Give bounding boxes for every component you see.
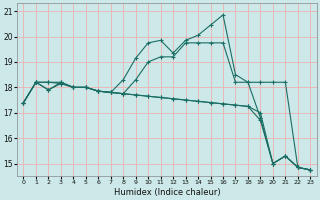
X-axis label: Humidex (Indice chaleur): Humidex (Indice chaleur) <box>114 188 220 197</box>
